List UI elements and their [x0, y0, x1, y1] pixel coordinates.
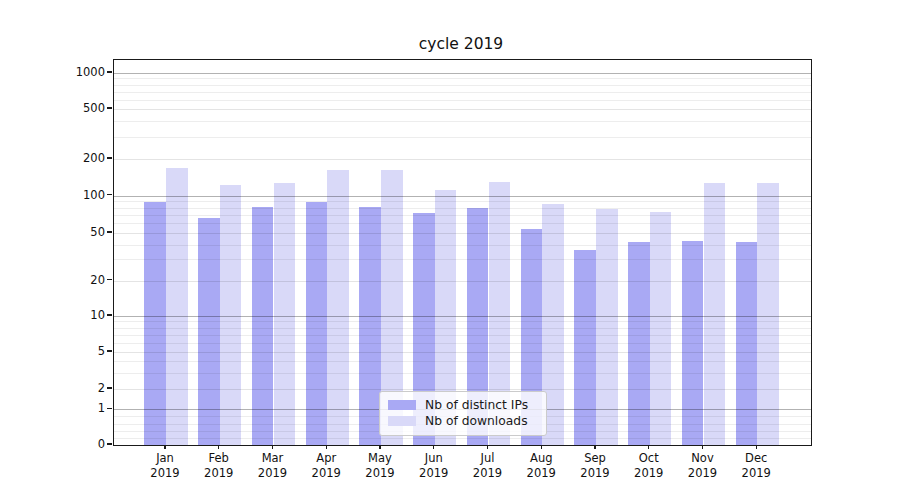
y-tick-label: 200	[50, 151, 105, 165]
y-tick-mark	[107, 350, 112, 351]
gridline-minor	[114, 85, 811, 86]
bar-feb-downloads	[220, 185, 242, 445]
y-tick-label: 1	[50, 401, 105, 415]
x-tick-label: Nov 2019	[673, 451, 733, 480]
bar-sep-downloads	[596, 209, 618, 445]
chart-title: cycle 2019	[311, 35, 611, 53]
bar-may-distinct-ips	[359, 207, 381, 445]
bar-mar-distinct-ips	[252, 207, 274, 445]
x-tick-label: Aug 2019	[511, 451, 571, 480]
y-tick-label: 5	[50, 344, 105, 358]
x-tick-label: Jul 2019	[458, 451, 518, 480]
bar-oct-distinct-ips	[628, 242, 650, 445]
y-tick-label: 1000	[50, 65, 105, 79]
x-tick-label: Jan 2019	[135, 451, 195, 480]
y-tick-label: 500	[50, 101, 105, 115]
y-tick-mark	[107, 443, 112, 444]
bar-dec-distinct-ips	[736, 242, 758, 445]
bar-oct-downloads	[650, 212, 672, 445]
y-tick-label: 10	[50, 308, 105, 322]
y-tick-mark	[107, 314, 112, 315]
x-tick-label: Apr 2019	[296, 451, 356, 480]
chart-figure: cycle 2019 Nb of distinct IPs Nb of down…	[0, 0, 900, 500]
bar-apr-distinct-ips	[306, 202, 328, 445]
x-tick-label: Feb 2019	[189, 451, 249, 480]
y-tick-mark	[107, 71, 112, 72]
legend-item-downloads: Nb of downloads	[388, 413, 546, 429]
bar-mar-downloads	[274, 183, 296, 445]
legend-swatch-distinct-ips	[388, 400, 416, 410]
x-tick-label: Mar 2019	[243, 451, 303, 480]
legend-swatch-downloads	[388, 416, 416, 426]
legend-label-downloads: Nb of downloads	[425, 414, 528, 428]
legend: Nb of distinct IPs Nb of downloads	[379, 391, 547, 436]
gridline-minor	[114, 121, 811, 122]
y-tick-label: 50	[50, 225, 105, 239]
y-tick-label: 0	[50, 437, 105, 451]
gridline-minor	[114, 137, 811, 138]
bar-apr-downloads	[327, 170, 349, 445]
gridline-minor	[114, 100, 811, 101]
x-tick-label: Dec 2019	[726, 451, 786, 480]
bar-sep-distinct-ips	[574, 250, 596, 445]
y-tick-mark	[107, 107, 112, 108]
x-tick-label: Oct 2019	[619, 451, 679, 480]
y-tick-mark	[107, 408, 112, 409]
bar-dec-downloads	[757, 183, 779, 445]
y-tick-mark	[107, 194, 112, 195]
bar-jan-downloads	[166, 168, 188, 445]
x-tick-label: Sep 2019	[565, 451, 625, 480]
x-tick-label: May 2019	[350, 451, 410, 480]
gridline-minor	[114, 92, 811, 93]
y-tick-label: 20	[50, 273, 105, 287]
bar-jan-distinct-ips	[144, 202, 166, 445]
y-tick-mark	[107, 157, 112, 158]
legend-item-distinct-ips: Nb of distinct IPs	[388, 397, 546, 413]
y-tick-mark	[107, 279, 112, 280]
y-tick-label: 2	[50, 381, 105, 395]
y-tick-label: 100	[50, 188, 105, 202]
y-tick-mark	[107, 231, 112, 232]
gridline-major	[114, 73, 811, 74]
gridline-major	[114, 109, 811, 110]
bar-nov-downloads	[704, 183, 726, 445]
gridline-minor	[114, 78, 811, 79]
x-tick-label: Jun 2019	[404, 451, 464, 480]
y-tick-mark	[107, 387, 112, 388]
legend-label-distinct-ips: Nb of distinct IPs	[425, 398, 528, 412]
bar-feb-distinct-ips	[198, 218, 220, 445]
plot-area	[113, 59, 812, 446]
bar-nov-distinct-ips	[682, 241, 704, 445]
gridline-major	[114, 159, 811, 160]
